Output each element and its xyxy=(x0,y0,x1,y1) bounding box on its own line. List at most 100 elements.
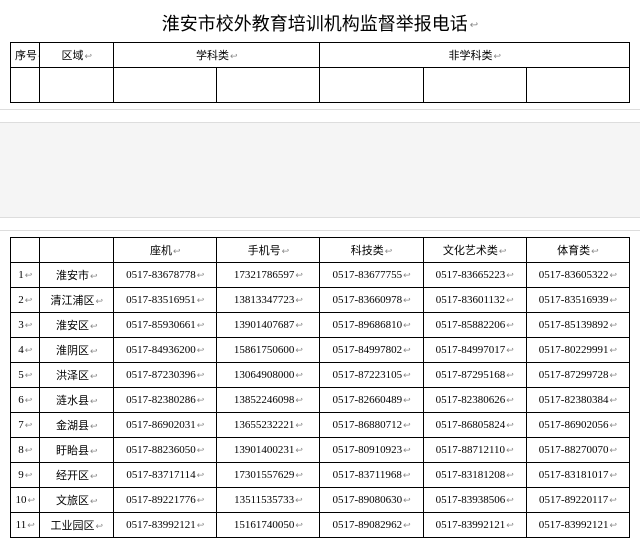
cell-mobile: 13901407687 xyxy=(217,313,320,338)
cell-region: 文旅区 xyxy=(40,488,114,513)
cell-art: 0517-87295168 xyxy=(423,363,526,388)
cell-art: 0517-83938506 xyxy=(423,488,526,513)
cell-region: 淮安区 xyxy=(40,313,114,338)
cell-art: 0517-85882206 xyxy=(423,313,526,338)
table-row: 6涟水县0517-82380286138522460980517-8266048… xyxy=(11,388,630,413)
cell-tech: 0517-87223105 xyxy=(320,363,423,388)
cell-region: 盱眙县 xyxy=(40,438,114,463)
cell-idx: 3 xyxy=(11,313,40,338)
cell-sport: 0517-83992121 xyxy=(526,513,629,538)
hdr-nonsubject: 非学科类 xyxy=(320,43,630,68)
header-row-2 xyxy=(11,68,630,103)
cell-idx: 5 xyxy=(11,363,40,388)
hdr-blank xyxy=(11,68,40,103)
cell-tech: 0517-83711968 xyxy=(320,463,423,488)
cell-region: 涟水县 xyxy=(40,388,114,413)
cell-region: 金湖县 xyxy=(40,413,114,438)
cell-landline: 0517-85930661 xyxy=(114,313,217,338)
table-row: 7金湖县0517-86902031136552322210517-8688071… xyxy=(11,413,630,438)
cell-landline: 0517-83516951 xyxy=(114,288,217,313)
header-row-1: 序号 区域 学科类 非学科类 xyxy=(11,43,630,68)
sub-mobile: 手机号 xyxy=(217,238,320,263)
cell-region: 淮阴区 xyxy=(40,338,114,363)
cell-tech: 0517-84997802 xyxy=(320,338,423,363)
cell-idx: 4 xyxy=(11,338,40,363)
cell-mobile: 15861750600 xyxy=(217,338,320,363)
cell-mobile: 13511535733 xyxy=(217,488,320,513)
cell-sport: 0517-89220117 xyxy=(526,488,629,513)
cell-sport: 0517-87299728 xyxy=(526,363,629,388)
cell-landline: 0517-83678778 xyxy=(114,263,217,288)
hdr-idx: 序号 xyxy=(11,43,40,68)
cell-landline: 0517-89221776 xyxy=(114,488,217,513)
cell-art: 0517-86805824 xyxy=(423,413,526,438)
table-row: 1淮安市0517-83678778173217865970517-8367775… xyxy=(11,263,630,288)
sub-tech: 科技类 xyxy=(320,238,423,263)
cell-art: 0517-84997017 xyxy=(423,338,526,363)
cell-landline: 0517-88236050 xyxy=(114,438,217,463)
cell-art: 0517-83992121 xyxy=(423,513,526,538)
cell-mobile: 13655232221 xyxy=(217,413,320,438)
cell-idx: 7 xyxy=(11,413,40,438)
sub-header-row: 座机 手机号 科技类 文化艺术类 体育类 xyxy=(11,238,630,263)
cell-sport: 0517-82380384 xyxy=(526,388,629,413)
cell-sport: 0517-88270070 xyxy=(526,438,629,463)
cell-landline: 0517-82380286 xyxy=(114,388,217,413)
cell-tech: 0517-86880712 xyxy=(320,413,423,438)
data-table: 座机 手机号 科技类 文化艺术类 体育类 1淮安市0517-8367877817… xyxy=(10,237,630,538)
cell-region: 清江浦区 xyxy=(40,288,114,313)
cell-art: 0517-83601132 xyxy=(423,288,526,313)
cell-idx: 10 xyxy=(11,488,40,513)
hdr-subject: 学科类 xyxy=(114,43,320,68)
cell-tech: 0517-89082962 xyxy=(320,513,423,538)
cell-tech: 0517-89686810 xyxy=(320,313,423,338)
cell-sport: 0517-85139892 xyxy=(526,313,629,338)
cell-sport: 0517-80229991 xyxy=(526,338,629,363)
hdr-region: 区域 xyxy=(40,43,114,68)
cell-mobile: 13813347723 xyxy=(217,288,320,313)
table-row: 10文旅区0517-89221776135115357330517-890806… xyxy=(11,488,630,513)
cell-landline: 0517-83717114 xyxy=(114,463,217,488)
table-row: 8盱眙县0517-88236050139014002310517-8091092… xyxy=(11,438,630,463)
cell-idx: 9 xyxy=(11,463,40,488)
sub-art: 文化艺术类 xyxy=(423,238,526,263)
cell-region: 工业园区 xyxy=(40,513,114,538)
cell-art: 0517-88712110 xyxy=(423,438,526,463)
table-row: 4淮阴区0517-84936200158617506000517-8499780… xyxy=(11,338,630,363)
cell-mobile: 15161740050 xyxy=(217,513,320,538)
section-gap xyxy=(0,109,640,231)
table-row: 3淮安区0517-85930661139014076870517-8968681… xyxy=(11,313,630,338)
cell-sport: 0517-83605322 xyxy=(526,263,629,288)
cell-mobile: 13901400231 xyxy=(217,438,320,463)
cell-tech: 0517-83660978 xyxy=(320,288,423,313)
cell-art: 0517-83181208 xyxy=(423,463,526,488)
page-title: 淮安市校外教育培训机构监督举报电话 xyxy=(0,0,640,42)
cell-idx: 2 xyxy=(11,288,40,313)
table-row: 9经开区0517-83717114173015576290517-8371196… xyxy=(11,463,630,488)
cell-sport: 0517-86902056 xyxy=(526,413,629,438)
cell-region: 淮安市 xyxy=(40,263,114,288)
cell-region: 洪泽区 xyxy=(40,363,114,388)
cell-tech: 0517-80910923 xyxy=(320,438,423,463)
cell-sport: 0517-83181017 xyxy=(526,463,629,488)
cell-mobile: 17301557629 xyxy=(217,463,320,488)
cell-mobile: 13064908000 xyxy=(217,363,320,388)
cell-art: 0517-83665223 xyxy=(423,263,526,288)
cell-idx: 6 xyxy=(11,388,40,413)
cell-idx: 8 xyxy=(11,438,40,463)
cell-idx: 1 xyxy=(11,263,40,288)
cell-art: 0517-82380626 xyxy=(423,388,526,413)
cell-landline: 0517-84936200 xyxy=(114,338,217,363)
cell-idx: 11 xyxy=(11,513,40,538)
table-row: 5洪泽区0517-87230396130649080000517-8722310… xyxy=(11,363,630,388)
cell-tech: 0517-83677755 xyxy=(320,263,423,288)
sub-sport: 体育类 xyxy=(526,238,629,263)
sub-landline: 座机 xyxy=(114,238,217,263)
cell-landline: 0517-83992121 xyxy=(114,513,217,538)
cell-mobile: 17321786597 xyxy=(217,263,320,288)
cell-region: 经开区 xyxy=(40,463,114,488)
cell-tech: 0517-89080630 xyxy=(320,488,423,513)
header-table: 序号 区域 学科类 非学科类 xyxy=(10,42,630,103)
cell-landline: 0517-87230396 xyxy=(114,363,217,388)
cell-landline: 0517-86902031 xyxy=(114,413,217,438)
